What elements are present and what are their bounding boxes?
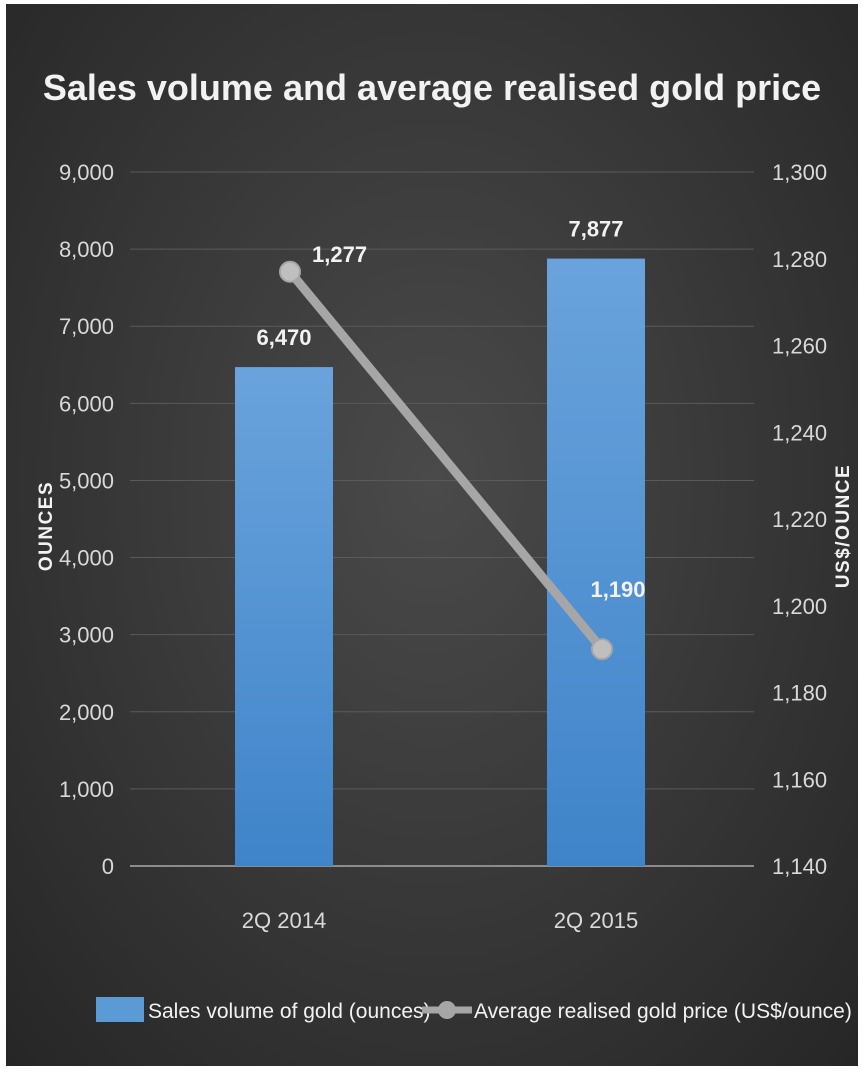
right-axis-ticks: 1,140 1,160 1,180 1,200 1,220 1,240 1,260 1,280… (772, 160, 827, 879)
right-tick-label: 1,140 (772, 854, 827, 879)
price-series-line (285, 267, 607, 654)
right-tick-label: 1,260 (772, 334, 827, 359)
right-tick-label: 1,160 (772, 767, 827, 792)
price-line (279, 260, 613, 661)
gridlines (130, 171, 754, 867)
price-data-label: 1,190 (590, 577, 645, 602)
left-tick-label: 1,000 (59, 777, 114, 802)
legend: Sales volume of gold (ounces) Average re… (96, 997, 852, 1023)
right-tick-label: 1,300 (772, 160, 827, 185)
chart-frame: Sales volume and average realised gold p… (6, 4, 858, 1066)
legend-swatch-sales (96, 997, 144, 1022)
category-tick-label: 2Q 2015 (554, 908, 638, 933)
bar-data-label: 6,470 (256, 325, 311, 350)
data-labels: 6,470 7,877 1,277 1,190 (256, 217, 645, 603)
left-tick-label: 5,000 (59, 468, 114, 493)
left-tick-label: 3,000 (59, 623, 114, 648)
right-tick-label: 1,280 (772, 247, 827, 272)
left-tick-label: 9,000 (59, 160, 114, 185)
price-point-0 (279, 260, 301, 283)
left-tick-label: 8,000 (59, 237, 114, 262)
left-tick-label: 0 (102, 854, 114, 879)
bar-data-label: 7,877 (568, 217, 623, 242)
category-tick-label: 2Q 2014 (242, 908, 326, 933)
left-axis-ticks: 0 1,000 2,000 3,000 4,000 5,000 6,000 7,000 8,00… (59, 160, 114, 879)
category-axis-ticks: 2Q 2014 2Q 2015 (242, 908, 638, 933)
legend-label-sales: Sales volume of gold (ounces) (148, 1000, 431, 1023)
right-tick-label: 1,220 (772, 507, 827, 532)
left-tick-label: 7,000 (59, 314, 114, 339)
left-tick-label: 2,000 (59, 700, 114, 725)
right-tick-label: 1,240 (772, 420, 827, 445)
left-tick-label: 4,000 (59, 546, 114, 571)
left-axis-title: OUNCES (36, 481, 57, 571)
right-tick-label: 1,180 (772, 681, 827, 706)
bars (235, 258, 645, 866)
legend-swatch-price-marker (438, 1001, 456, 1019)
left-tick-label: 6,000 (59, 391, 114, 416)
bar-sales-0 (235, 367, 333, 866)
right-tick-label: 1,200 (772, 594, 827, 619)
chart-svg: Sales volume and average realised gold p… (36, 67, 854, 1023)
price-point-1 (591, 638, 613, 661)
chart-title: Sales volume and average realised gold p… (43, 67, 821, 108)
price-data-label: 1,277 (312, 242, 367, 267)
bar-sales-1 (547, 258, 645, 866)
right-axis-title: US$/OUNCE (833, 464, 854, 588)
legend-label-price: Average realised gold price (US$/ounce) (474, 1000, 852, 1023)
